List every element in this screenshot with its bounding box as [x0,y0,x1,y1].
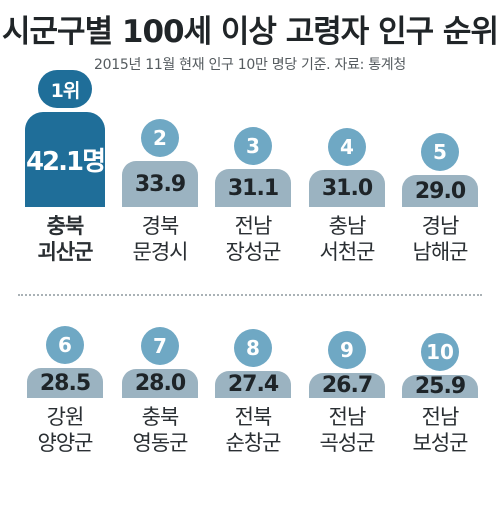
region-city: 영동군 [132,431,189,455]
rank-bar: 27.4 [215,371,291,398]
rank-badge: 2 [141,119,179,157]
rank-value: 27.4 [227,372,279,397]
rank-badge: 7 [141,327,179,365]
rank-item: 5 29.0 경남 남해군 [392,85,488,285]
rank-item: 3 31.1 전남 장성군 [205,85,301,285]
region-city: 순창군 [225,431,282,455]
rank-item: 10 25.9 전남 보성군 [392,306,488,506]
rank-bar: 42.1명 [25,112,106,207]
rank-item: 9 26.7 전남 곡성군 [299,306,395,506]
region-province: 충북 [141,405,180,429]
chart-subtitle: 2015년 11월 현재 인구 10만 명당 기준. 자료: 통계청 [94,57,406,73]
rank-badge: 8 [234,329,272,367]
region-city: 문경시 [132,240,189,264]
region-city: 서천군 [319,240,376,264]
rank-badge: 10 [421,333,459,371]
rank-value: 29.0 [414,178,466,204]
rank-value: 33.9 [134,171,186,197]
region-province: 강원 [46,405,85,429]
rank-value: 28.0 [134,371,186,396]
rank-item: 7 28.0 충북 영동군 [112,306,208,506]
rank-bar: 29.0 [402,175,478,207]
rank-bar: 33.9 [122,161,198,207]
rank-badge: 3 [234,127,272,165]
rank-bar: 26.7 [309,373,385,398]
rank-badge: 9 [328,331,366,369]
rank-value: 31.1 [227,175,279,201]
region-city: 보성군 [412,431,469,455]
region-province: 전남 [234,214,273,238]
region-province: 충남 [328,214,367,238]
rank-badge: 1위 [38,70,92,108]
region-city: 양양군 [37,431,94,455]
rank-bar: 28.0 [122,369,198,398]
region-city: 곡성군 [319,431,376,455]
rank-value: 28.5 [39,370,91,396]
rank-value: 26.7 [321,373,373,398]
rank-value: 42.1명 [25,147,106,177]
region-city: 장성군 [225,240,282,264]
rank-value: 31.0 [321,176,373,201]
chart-title: 시군구별 100세 이상 고령자 인구 순위 [2,14,499,50]
rank-item: 2 33.9 경북 문경시 [112,85,208,285]
rank-badge: 4 [328,128,366,166]
rank-item: 4 31.0 충남 서천군 [299,85,395,285]
region-province: 전북 [234,405,273,429]
region-province: 전남 [328,405,367,429]
region-province: 경북 [141,214,180,238]
region-province: 경남 [421,214,460,238]
row-divider [18,294,482,296]
rank-bar: 31.1 [215,169,291,207]
region-city: 괴산군 [37,240,94,264]
region-province: 전남 [421,405,460,429]
rank-bar: 25.9 [402,374,478,399]
rank-value: 25.9 [414,374,466,399]
region-city: 남해군 [412,240,469,264]
rank-badge: 6 [46,326,84,364]
rank-item: 6 28.5 강원 양양군 [17,306,113,506]
region-province: 충북 [46,214,85,238]
rank-bar: 28.5 [27,368,103,398]
rank-bar: 31.0 [309,170,385,207]
rank-item: 8 27.4 전북 순창군 [205,306,301,506]
rank-badge: 5 [421,133,459,171]
